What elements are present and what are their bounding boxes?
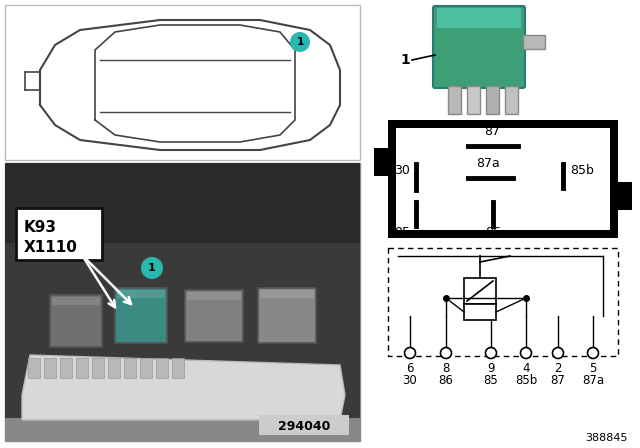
FancyBboxPatch shape [60,358,72,378]
FancyBboxPatch shape [108,358,120,378]
FancyBboxPatch shape [259,415,349,435]
Text: 5: 5 [589,362,596,375]
FancyBboxPatch shape [185,290,243,342]
Text: 86: 86 [485,226,501,239]
FancyBboxPatch shape [28,358,40,378]
Text: 87: 87 [550,374,565,387]
FancyBboxPatch shape [5,418,360,441]
Text: 4: 4 [522,362,530,375]
FancyBboxPatch shape [5,163,360,243]
Text: 87: 87 [484,125,500,138]
FancyBboxPatch shape [124,358,136,378]
FancyBboxPatch shape [464,304,496,320]
FancyBboxPatch shape [92,358,104,378]
Circle shape [552,348,563,358]
FancyBboxPatch shape [187,292,241,300]
Circle shape [588,348,598,358]
Text: 86: 86 [438,374,453,387]
FancyBboxPatch shape [396,128,610,230]
Text: 6: 6 [406,362,413,375]
FancyBboxPatch shape [172,358,184,378]
Circle shape [404,348,415,358]
Text: 87a: 87a [476,157,500,170]
Text: 8: 8 [442,362,450,375]
Text: 1: 1 [296,37,303,47]
FancyBboxPatch shape [44,358,56,378]
FancyBboxPatch shape [258,288,316,343]
FancyBboxPatch shape [140,358,152,378]
FancyBboxPatch shape [388,120,618,238]
FancyBboxPatch shape [5,163,360,441]
FancyBboxPatch shape [76,358,88,378]
Text: 85b: 85b [570,164,594,177]
Text: 1: 1 [148,263,156,273]
Circle shape [440,348,451,358]
FancyBboxPatch shape [437,8,521,28]
FancyBboxPatch shape [260,290,314,298]
Text: 9: 9 [487,362,495,375]
Text: 85: 85 [394,226,410,239]
Text: 294040: 294040 [278,419,330,432]
Text: 388845: 388845 [586,433,628,443]
Text: K93: K93 [24,220,57,234]
FancyBboxPatch shape [448,86,461,114]
Text: 85b: 85b [515,374,537,387]
FancyBboxPatch shape [486,86,499,114]
FancyBboxPatch shape [523,35,545,49]
Text: 30: 30 [394,164,410,177]
FancyBboxPatch shape [156,358,168,378]
FancyBboxPatch shape [5,5,360,160]
FancyBboxPatch shape [117,290,165,298]
Text: X1110: X1110 [24,241,78,255]
Circle shape [520,348,531,358]
FancyBboxPatch shape [5,163,360,441]
FancyBboxPatch shape [464,278,496,304]
Text: 85: 85 [484,374,499,387]
Circle shape [141,257,163,279]
Circle shape [290,32,310,52]
Text: 30: 30 [403,374,417,387]
FancyBboxPatch shape [616,182,632,210]
FancyBboxPatch shape [433,6,525,88]
FancyBboxPatch shape [52,297,100,305]
FancyBboxPatch shape [16,208,102,260]
FancyBboxPatch shape [374,148,390,176]
Text: 2: 2 [554,362,562,375]
FancyBboxPatch shape [467,86,480,114]
FancyBboxPatch shape [505,86,518,114]
Polygon shape [22,355,345,420]
FancyBboxPatch shape [115,288,167,343]
FancyBboxPatch shape [50,295,102,347]
Text: 87a: 87a [582,374,604,387]
Text: 1: 1 [400,53,410,67]
Circle shape [486,348,497,358]
Bar [388,248,618,356]
